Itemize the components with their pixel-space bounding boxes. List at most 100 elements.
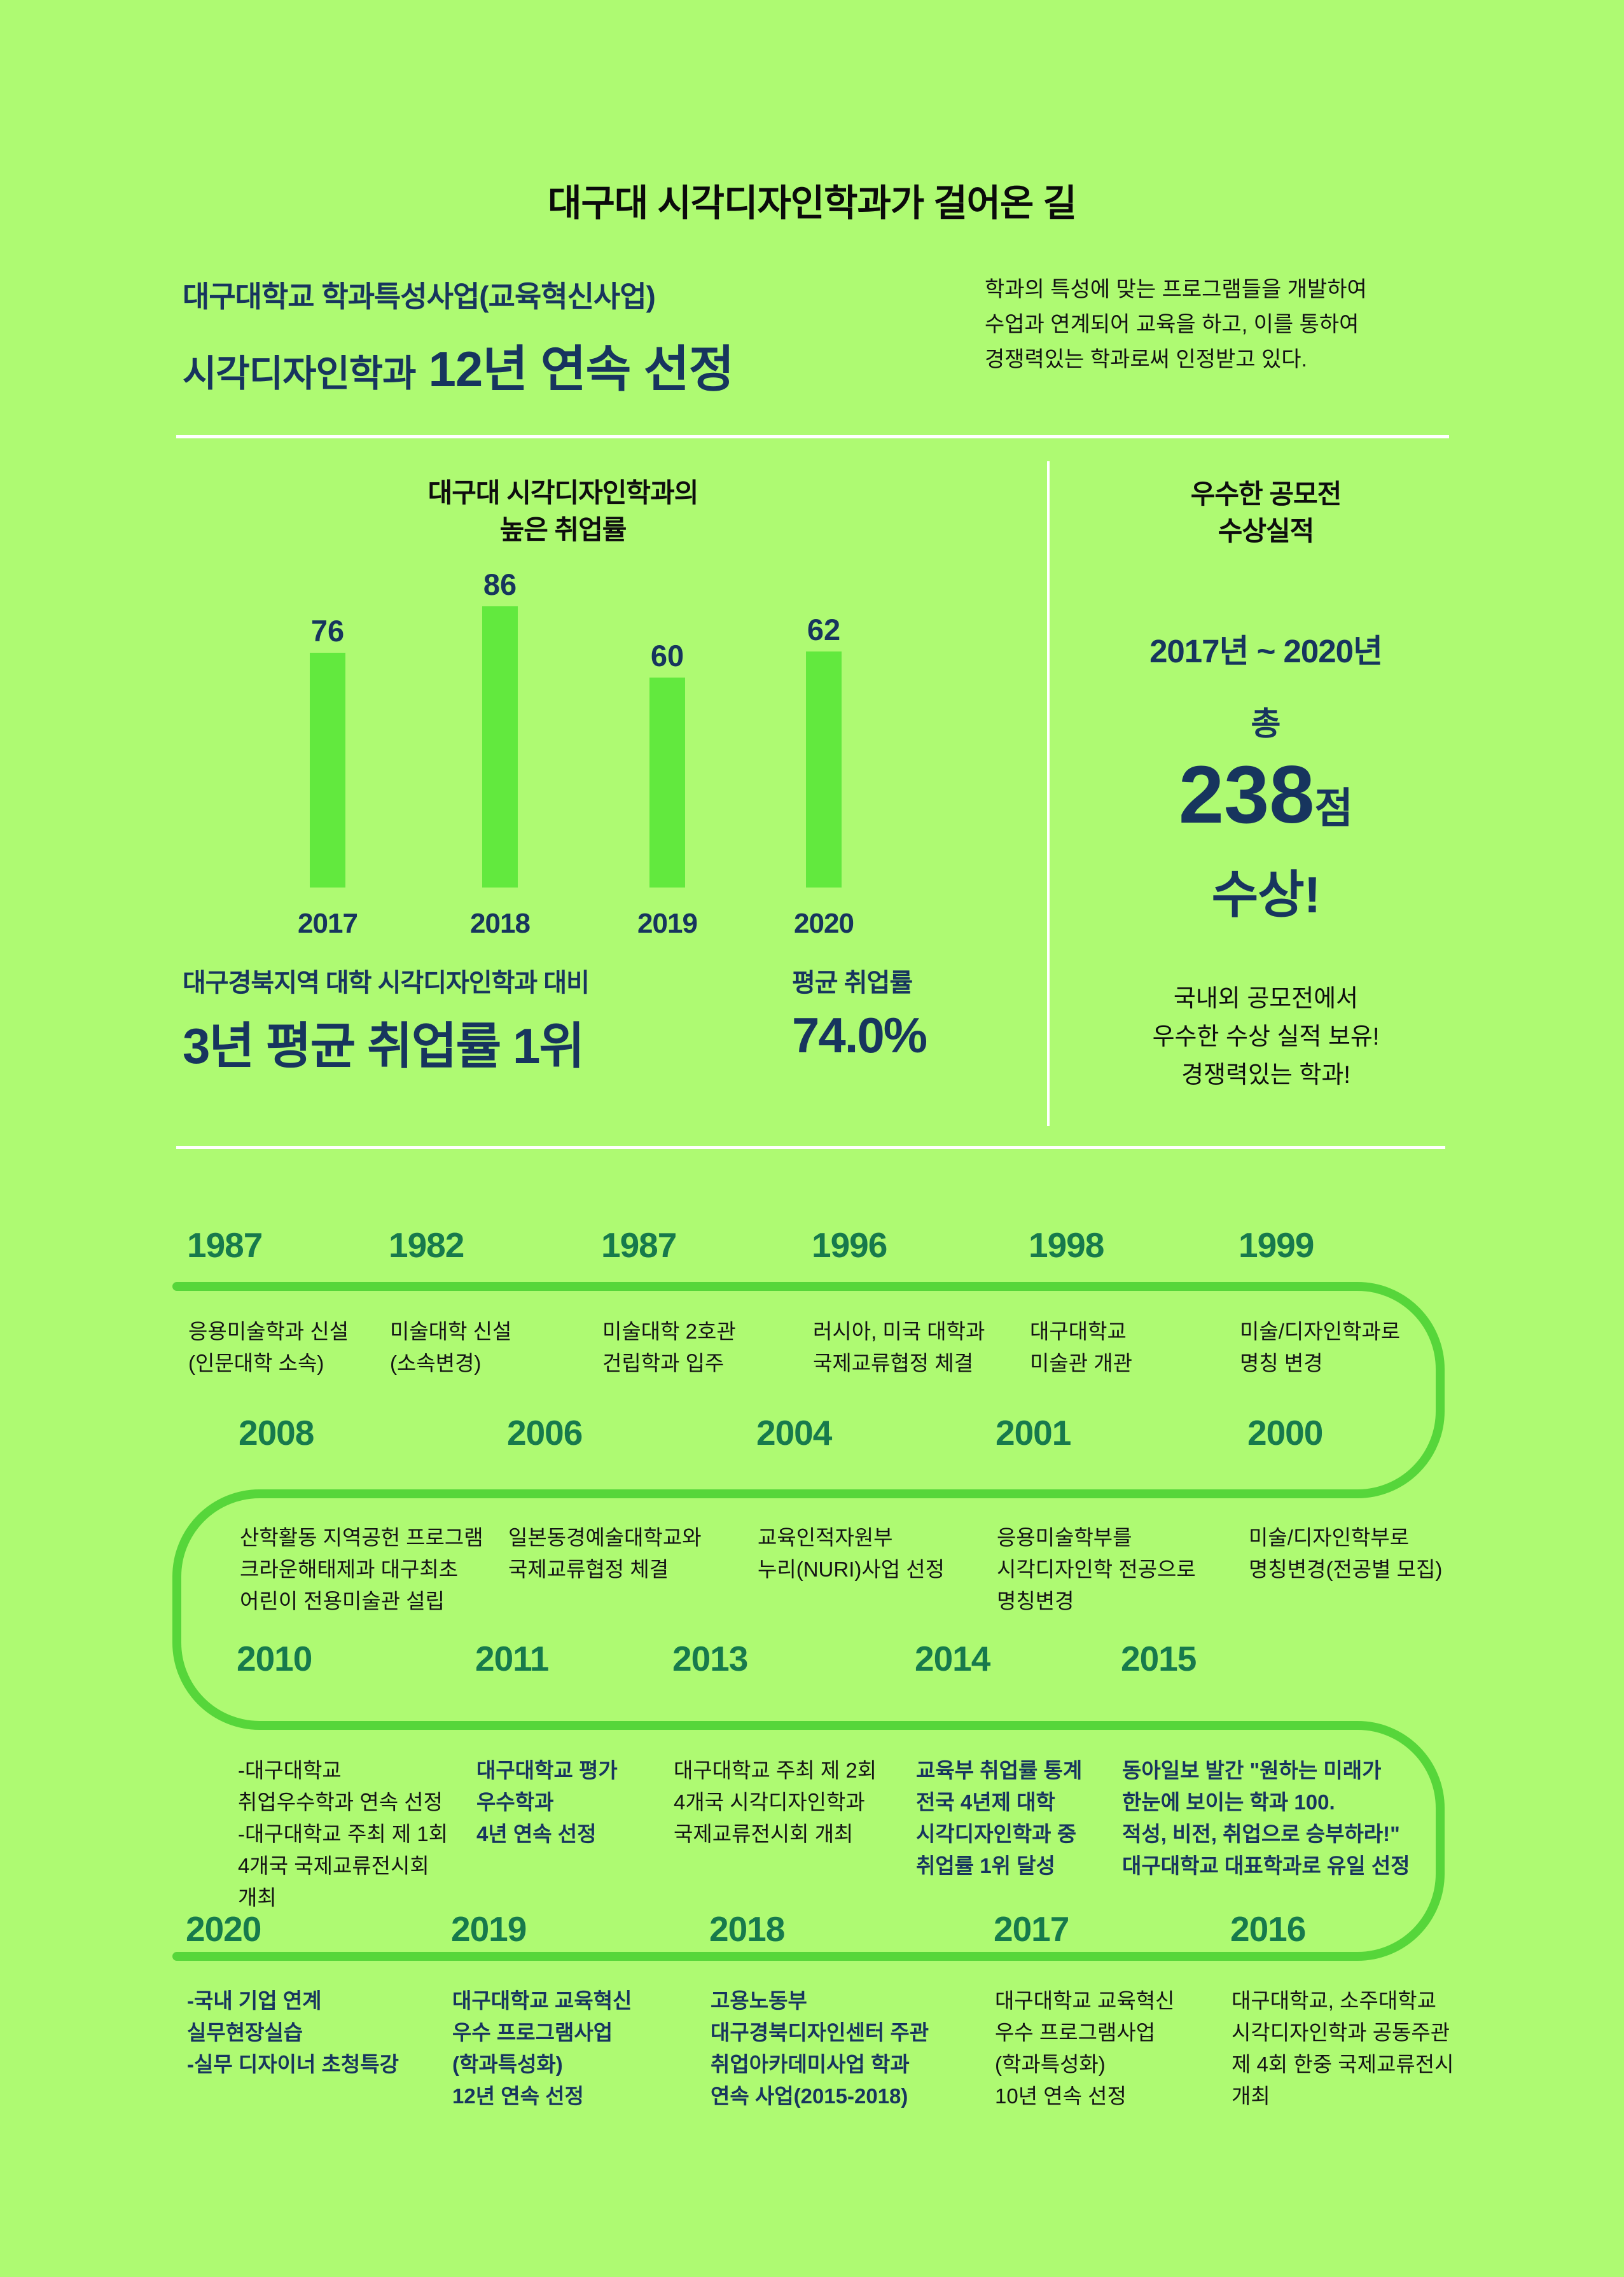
timeline-description-line: 동아일보 발간 "원하는 미래가 — [1122, 1758, 1382, 1782]
timeline-description: 러시아, 미국 대학과 국제교류협정 체결 — [813, 1316, 985, 1379]
bar — [310, 653, 345, 888]
timeline-year: 1982 — [389, 1225, 464, 1265]
timeline-entry: 2019 대구대학교 교육혁신 우수 프로그램사업 (학과특성화) 12년 연속 선정 — [451, 1909, 632, 2108]
timeline-entry: 2018 고용노동부 대구경북디자인센터 주관 취업아카데미사업 학과 연속 사업(2… — [709, 1909, 929, 2108]
header-headline-achievement: 12년 연속 선정 — [428, 341, 735, 397]
timeline-description-line: 우수 프로그램사업 — [995, 2021, 1156, 2044]
header-description-line: 학과의 특성에 맞는 프로그램들을 개발하여 — [985, 277, 1367, 302]
timeline-entry: 2011 대구대학교 평가 우수학과 4년 연속 선정 — [475, 1638, 618, 1846]
timeline-entry: 2015 동아일보 발간 "원하는 미래가 한눈에 보이는 학과 100. 적성, … — [1121, 1638, 1410, 1877]
timeline-description: 고용노동부 대구경북디자인센터 주관 취업아카데미사업 학과 연속 사업(2015-2… — [711, 1985, 929, 2112]
timeline-description-line: 미술관 개관 — [1030, 1351, 1132, 1375]
timeline-description-line: 국제교류협정 체결 — [508, 1557, 669, 1581]
timeline-description-line: 러시아, 미국 대학과 — [813, 1320, 985, 1343]
timeline-description-line: 4년 연속 선정 — [476, 1822, 597, 1846]
timeline-description-line: 제 4회 한중 국제교류전시 — [1232, 2052, 1454, 2076]
timeline-description-line: 미술/디자인학부로 — [1249, 1526, 1410, 1549]
timeline-description-line: 우수학과 — [476, 1790, 554, 1814]
timeline-description-line: 명칭변경(전공별 모집) — [1249, 1557, 1443, 1581]
timeline-description-line: 실무현장실습 — [187, 2021, 303, 2044]
awards-score: 238 점 — [1047, 755, 1485, 836]
timeline-description-line: 한눈에 보이는 학과 100. — [1122, 1790, 1335, 1814]
timeline-description-line: 응용미술학부를 — [997, 1526, 1132, 1549]
timeline-year: 2019 — [451, 1909, 527, 1949]
timeline-entry: 2020 -국내 기업 연계 실무현장실습 -실무 디자이너 초청특강 — [186, 1909, 399, 2076]
bar-value-label: 60 — [650, 639, 684, 672]
timeline-description-line: 시각디자인학 전공으로 — [997, 1557, 1196, 1581]
timeline-description-line: 명칭 변경 — [1240, 1351, 1323, 1375]
timeline-description: 교육인적자원부 누리(NURI)사업 선정 — [758, 1522, 945, 1585]
timeline-entry: 1998 대구대학교 미술관 개관 — [1029, 1225, 1132, 1375]
timeline-entry: 1999 미술/디자인학과로 명칭 변경 — [1239, 1225, 1400, 1375]
stats-average-caption: 평균 취업률 — [792, 969, 913, 997]
timeline-year: 1999 — [1239, 1225, 1314, 1265]
chart-title-line: 대구대 시각디자인학과의 — [427, 478, 699, 508]
timeline-year: 2020 — [186, 1909, 261, 1949]
timeline-description: 동아일보 발간 "원하는 미래가 한눈에 보이는 학과 100. 적성, 비전, 취… — [1122, 1755, 1410, 1882]
chart-title-line: 높은 취업률 — [499, 515, 627, 545]
stats-average-block: 평균 취업률 74.0% — [792, 962, 927, 1064]
bar-year-label: 2017 — [298, 908, 358, 939]
timeline-description: 대구대학교 교육혁신 우수 프로그램사업 (학과특성화) 12년 연속 선정 — [452, 1985, 632, 2112]
timeline-description-line: 미술대학 2호관 — [602, 1320, 736, 1343]
timeline-entry: 2006 일본동경예술대학교와 국제교류협정 체결 — [507, 1412, 702, 1581]
timeline-description-line: 산학활동 지역공헌 프로그램 — [240, 1526, 483, 1549]
page-title: 대구대 시각디자인학과가 걸어온 길 — [548, 183, 1077, 224]
timeline-description-line: 4개국 국제교류전시회 — [238, 1854, 429, 1877]
divider-top — [176, 435, 1449, 438]
timeline-entry: 2016 대구대학교, 소주대학교 시각디자인학과 공동주관 제 4회 한중 국제교… — [1230, 1909, 1454, 2108]
timeline-description: 응용미술학과 신설 (인문대학 소속) — [188, 1316, 349, 1379]
awards-footer-line: 국내외 공모전에서 — [1173, 985, 1359, 1012]
timeline-year: 2011 — [475, 1639, 549, 1678]
timeline-description-line: 어린이 전용미술관 설립 — [240, 1589, 445, 1613]
timeline-entry: 1987 응용미술학과 신설 (인문대학 소속) — [187, 1225, 349, 1375]
awards-total-label: 총 — [1251, 706, 1281, 742]
timeline-year: 2006 — [507, 1413, 583, 1452]
timeline-year: 1987 — [601, 1225, 677, 1265]
timeline-description: 산학활동 지역공헌 프로그램 크라운해태제과 대구최초 어린이 전용미술관 설립 — [240, 1522, 483, 1617]
timeline-entry: 2008 산학활동 지역공헌 프로그램 크라운해태제과 대구최초 어린이 전용미술관… — [239, 1412, 483, 1613]
awards-title-line: 우수한 공모전 — [1190, 479, 1342, 509]
timeline-description-line: 대구경북디자인센터 주관 — [711, 2021, 929, 2044]
timeline-description-line: 건립학과 입주 — [602, 1351, 725, 1375]
stats-rank-value: 3년 평균 취업률 1위 — [183, 1018, 585, 1074]
timeline-description-line: 응용미술학과 신설 — [188, 1320, 349, 1343]
timeline-entry: 1982 미술대학 신설 (소속변경) — [389, 1225, 511, 1375]
bar-value-label: 86 — [483, 568, 517, 601]
header-subtitle: 대구대학교 학과특성사업(교육혁신사업) — [183, 280, 656, 313]
stats-rank-block: 대구경북지역 대학 시각디자인학과 대비 3년 평균 취업률 1위 — [183, 962, 590, 1078]
timeline-description-line: 누리(NURI)사업 선정 — [758, 1557, 945, 1581]
timeline-description: 대구대학교 교육혁신 우수 프로그램사업 (학과특성화) 10년 연속 선정 — [995, 1985, 1174, 2112]
timeline-description-line: 시각디자인학과 중 — [916, 1822, 1077, 1846]
timeline-year: 2015 — [1121, 1639, 1197, 1678]
timeline-year: 1996 — [812, 1225, 887, 1265]
timeline-description-line: 취업률 1위 달성 — [916, 1854, 1055, 1877]
awards-period: 2017년 ~ 2020년 — [1149, 633, 1383, 669]
timeline-description-line: -국내 기업 연계 — [187, 1989, 322, 2012]
timeline-description: 일본동경예술대학교와 국제교류협정 체결 — [508, 1522, 702, 1585]
stats-average-value: 74.0% — [792, 1007, 927, 1063]
timeline-entry: 2013 대구대학교 주최 제 2회 4개국 시각디자인학과 국제교류전시회 개최 — [672, 1638, 877, 1846]
timeline-entry: 2010 -대구대학교 취업우수학과 연속 선정 -대구대학교 주최 제 1회 4개국… — [237, 1638, 448, 1909]
timeline-entry: 2000 미술/디자인학부로 명칭변경(전공별 모집) — [1247, 1412, 1442, 1581]
header-headline: 시각디자인학과 12년 연속 선정 — [183, 330, 735, 401]
timeline-description: 미술/디자인학과로 명칭 변경 — [1240, 1316, 1400, 1379]
timeline-description-line: 대구대학교 교육혁신 — [995, 1989, 1175, 2012]
timeline-year: 2010 — [237, 1639, 312, 1678]
timeline-description-line: 대구대학교 대표학과로 유일 선정 — [1122, 1854, 1410, 1877]
bar-group: 62 2020 — [754, 613, 894, 940]
timeline-year: 2004 — [756, 1413, 832, 1452]
timeline-description-line: 시각디자인학과 공동주관 — [1232, 2021, 1450, 2044]
timeline-description-line: 명칭변경 — [997, 1589, 1074, 1613]
awards-word: 수상! — [1211, 867, 1321, 923]
bar-value-label: 62 — [807, 613, 841, 646]
timeline-year: 2008 — [239, 1413, 314, 1452]
timeline-year: 2018 — [709, 1909, 785, 1949]
header-headline-department: 시각디자인학과 — [183, 353, 417, 394]
bar-group: 76 2017 — [258, 615, 398, 940]
timeline-description-line: (학과특성화) — [452, 2052, 563, 2076]
timeline-entry: 2017 대구대학교 교육혁신 우수 프로그램사업 (학과특성화) 10년 연속 선정 — [994, 1909, 1174, 2108]
